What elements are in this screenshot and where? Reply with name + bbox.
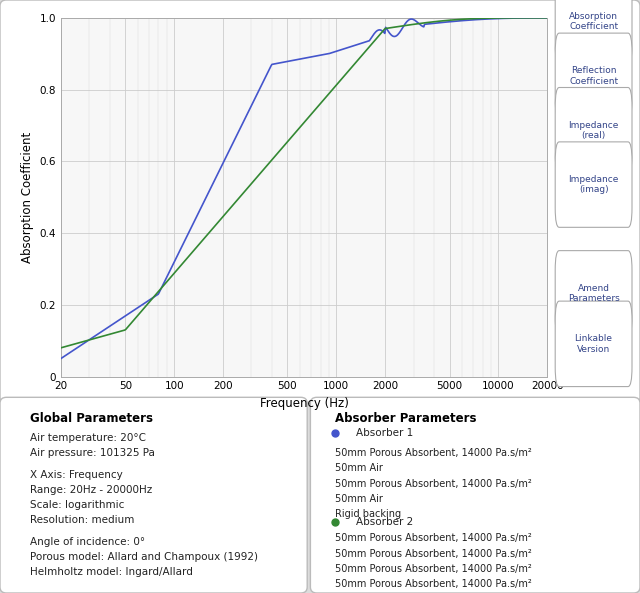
- Text: Rigid backing: Rigid backing: [335, 509, 401, 519]
- Text: Impedance
(real): Impedance (real): [568, 120, 619, 140]
- Text: 50mm Porous Absorbent, 14000 Pa.s/m²: 50mm Porous Absorbent, 14000 Pa.s/m²: [335, 549, 532, 559]
- Text: Reflection
Coefficient: Reflection Coefficient: [569, 66, 618, 85]
- FancyBboxPatch shape: [556, 0, 632, 64]
- Text: Air temperature: 20°C: Air temperature: 20°C: [31, 433, 147, 443]
- Text: Amend
Parameters: Amend Parameters: [568, 283, 620, 303]
- Text: Porous model: Allard and Champoux (1992): Porous model: Allard and Champoux (1992): [31, 552, 259, 562]
- Text: X Axis: Frequency: X Axis: Frequency: [31, 470, 124, 480]
- Text: Impedance
(imag): Impedance (imag): [568, 175, 619, 195]
- Text: 50mm Air: 50mm Air: [335, 463, 383, 473]
- FancyBboxPatch shape: [556, 33, 632, 119]
- Text: Absorber 2: Absorber 2: [356, 517, 413, 527]
- Text: Scale: logarithmic: Scale: logarithmic: [31, 500, 125, 510]
- Text: 50mm Porous Absorbent, 14000 Pa.s/m²: 50mm Porous Absorbent, 14000 Pa.s/m²: [335, 579, 532, 589]
- Text: Absorber Parameters: Absorber Parameters: [335, 412, 477, 425]
- Text: Absorption
Coefficient: Absorption Coefficient: [569, 12, 618, 31]
- Text: Linkable
Version: Linkable Version: [575, 334, 612, 353]
- Text: Absorber 1: Absorber 1: [356, 428, 413, 438]
- Text: Range: 20Hz - 20000Hz: Range: 20Hz - 20000Hz: [31, 485, 153, 495]
- FancyBboxPatch shape: [556, 88, 632, 173]
- Y-axis label: Absorption Coefficient: Absorption Coefficient: [21, 132, 34, 263]
- Text: 50mm Porous Absorbent, 14000 Pa.s/m²: 50mm Porous Absorbent, 14000 Pa.s/m²: [335, 479, 532, 489]
- FancyBboxPatch shape: [556, 142, 632, 227]
- Text: Global Parameters: Global Parameters: [31, 412, 154, 425]
- Text: 50mm Air: 50mm Air: [335, 494, 383, 504]
- Text: 50mm Porous Absorbent, 14000 Pa.s/m²: 50mm Porous Absorbent, 14000 Pa.s/m²: [335, 534, 532, 543]
- FancyBboxPatch shape: [556, 301, 632, 387]
- Text: 50mm Porous Absorbent, 14000 Pa.s/m²: 50mm Porous Absorbent, 14000 Pa.s/m²: [335, 448, 532, 458]
- X-axis label: Frequency (Hz): Frequency (Hz): [260, 397, 348, 410]
- Text: Resolution: medium: Resolution: medium: [31, 515, 135, 525]
- FancyBboxPatch shape: [556, 251, 632, 336]
- Text: 50mm Porous Absorbent, 14000 Pa.s/m²: 50mm Porous Absorbent, 14000 Pa.s/m²: [335, 564, 532, 574]
- Text: Angle of incidence: 0°: Angle of incidence: 0°: [31, 537, 145, 547]
- Text: Helmholtz model: Ingard/Allard: Helmholtz model: Ingard/Allard: [31, 567, 193, 577]
- Text: Air pressure: 101325 Pa: Air pressure: 101325 Pa: [31, 448, 156, 458]
